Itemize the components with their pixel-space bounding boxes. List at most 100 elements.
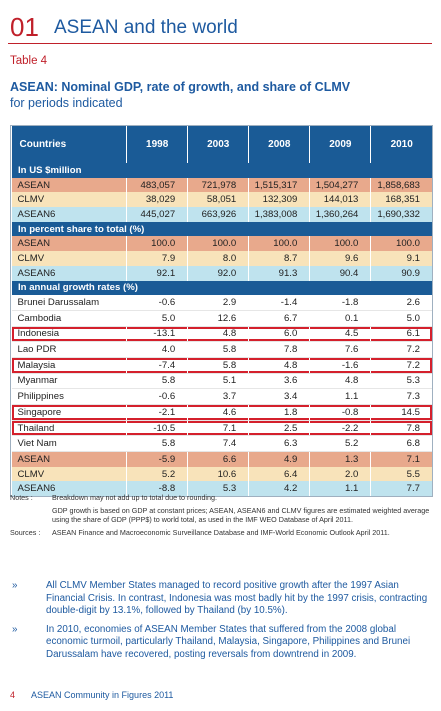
table-cell: 1.3 — [309, 451, 371, 467]
table-cell: 100.0 — [126, 236, 188, 252]
table-cell: 38,029 — [126, 192, 188, 208]
table-cell: 1.1 — [309, 388, 371, 405]
table-row: CLMV 7.9 8.0 8.7 9.6 9.1 — [11, 251, 432, 266]
table-cell: 14.5 — [370, 404, 432, 421]
table-cell: 7.6 — [309, 341, 371, 358]
table-cell: 7.2 — [370, 357, 432, 374]
row-label: ASEAN6 — [11, 265, 127, 281]
table-cell: -8.8 — [126, 481, 188, 497]
table-cell: -1.4 — [248, 295, 310, 311]
column-header: Countries — [11, 126, 127, 163]
table-cell: 4.5 — [309, 326, 371, 343]
table-cell: 5.8 — [126, 435, 188, 453]
table-cell: 12.6 — [187, 310, 249, 327]
chapter-title: ASEAN and the world — [54, 17, 238, 38]
table-title: ASEAN: Nominal GDP, rate of growth, and … — [10, 80, 351, 94]
row-label: Thailand — [11, 420, 127, 437]
table-cell: -1.6 — [309, 357, 371, 374]
section-title: In US $million — [11, 163, 432, 178]
table-row: Lao PDR 4.0 5.8 7.8 7.6 7.2 — [11, 341, 432, 358]
table-row: ASEAN 483,057 721,978 1,515,317 1,504,277 1,8… — [11, 177, 432, 193]
table-cell: 5.0 — [126, 310, 188, 327]
row-label: Myanmar — [11, 373, 127, 390]
row-label: ASEAN — [11, 451, 127, 467]
table-cell: -0.6 — [126, 388, 188, 405]
section-title: In percent share to total (%) — [11, 221, 432, 237]
table-cell: 7.3 — [370, 388, 432, 405]
table-row: CLMV 38,029 58,051 132,309 144,013 168,351 — [11, 192, 432, 208]
row-label: Lao PDR — [11, 341, 127, 358]
table-cell: 8.7 — [248, 251, 310, 266]
table-cell: 2.9 — [187, 295, 249, 311]
table-cell: 5.8 — [126, 373, 188, 390]
table-cell: 5.5 — [370, 466, 432, 482]
row-label: ASEAN — [11, 236, 127, 252]
table-cell: -0.8 — [309, 404, 371, 421]
chapter-number: 01 — [10, 12, 39, 42]
table-cell: 1,690,332 — [370, 207, 432, 222]
table-cell: 8.0 — [187, 251, 249, 266]
table-cell: 2.0 — [309, 466, 371, 482]
bullet-item: » All CLMV Member States managed to reco… — [10, 580, 432, 618]
table-cell: 6.6 — [187, 451, 249, 467]
table-cell: 1.8 — [248, 404, 310, 421]
table-cell: 5.8 — [187, 357, 249, 374]
table-cell: 144,013 — [309, 192, 371, 208]
table-cell: 4.2 — [248, 481, 310, 497]
table-cell: 4.9 — [248, 451, 310, 467]
table-cell: 6.8 — [370, 435, 432, 453]
column-header: 2008 — [248, 126, 310, 163]
table-cell: 7.8 — [370, 420, 432, 437]
table-cell: 4.8 — [309, 373, 371, 390]
sources-sep: : — [38, 527, 41, 537]
table-row: Philippines -0.6 3.7 3.4 1.1 7.3 — [11, 388, 432, 405]
column-header: 2010 — [370, 126, 432, 163]
row-label: ASEAN6 — [11, 481, 127, 497]
highlighted-table-row: Indonesia -13.1 4.8 6.0 4.5 6.1 — [11, 326, 432, 343]
table-cell: 5.3 — [370, 373, 432, 390]
notes-sep: : — [30, 493, 33, 502]
section-title: In annual growth rates (%) — [11, 280, 432, 296]
table-row: Cambodia 5.0 12.6 6.7 0.1 5.0 — [11, 310, 432, 327]
column-header: 2003 — [187, 126, 249, 163]
table-row: ASEAN -5.9 6.6 4.9 1.3 7.1 — [11, 451, 432, 467]
table-cell: 4.8 — [248, 357, 310, 374]
table-cell: -13.1 — [126, 326, 188, 343]
table-label: Table 4 — [10, 55, 48, 67]
table-cell: -10.5 — [126, 420, 188, 437]
table-cell: 6.4 — [248, 466, 310, 482]
row-label: CLMV — [11, 251, 127, 266]
gdp-table: Countries 1998 2003 2008 2009 2010 In US… — [10, 125, 433, 498]
row-label: Cambodia — [11, 310, 127, 327]
bullet-marker-icon: » — [12, 623, 18, 635]
row-label: CLMV — [11, 466, 127, 482]
notes-label: Notes — [10, 493, 29, 502]
table-cell: -2.2 — [309, 420, 371, 437]
table-cell: 7.9 — [126, 251, 188, 266]
row-label: Philippines — [11, 388, 127, 405]
table-cell: 7.7 — [370, 481, 432, 497]
table-cell: -2.1 — [126, 404, 188, 421]
sources-text: ASEAN Finance and Macroeconomic Surveill… — [52, 527, 390, 537]
row-label: ASEAN — [11, 177, 127, 193]
table-cell: 721,978 — [187, 177, 249, 193]
table-cell: 58,051 — [187, 192, 249, 208]
table-cell: 100.0 — [309, 236, 371, 252]
table-cell: 4.0 — [126, 341, 188, 358]
highlighted-table-row: Thailand -10.5 7.1 2.5 -2.2 7.8 — [11, 420, 432, 437]
table-cell: 100.0 — [187, 236, 249, 252]
table-cell: 6.3 — [248, 435, 310, 453]
table-cell: 1,383,008 — [248, 207, 310, 222]
table-cell: 92.0 — [187, 265, 249, 281]
section-header-row: In percent share to total (%) — [11, 221, 432, 237]
table-cell: 92.1 — [126, 265, 188, 281]
page-number: 4 — [10, 690, 16, 700]
table-cell: 4.6 — [187, 404, 249, 421]
table-cell: 1.1 — [309, 481, 371, 497]
table-cell: 7.2 — [370, 341, 432, 358]
table-row: ASEAN6 445,027 663,926 1,383,008 1,360,264 1,… — [11, 207, 432, 222]
table-cell: 9.1 — [370, 251, 432, 266]
table-cell: 0.1 — [309, 310, 371, 327]
section-header-row: In US $million — [11, 163, 432, 178]
table-cell: 2.5 — [248, 420, 310, 437]
